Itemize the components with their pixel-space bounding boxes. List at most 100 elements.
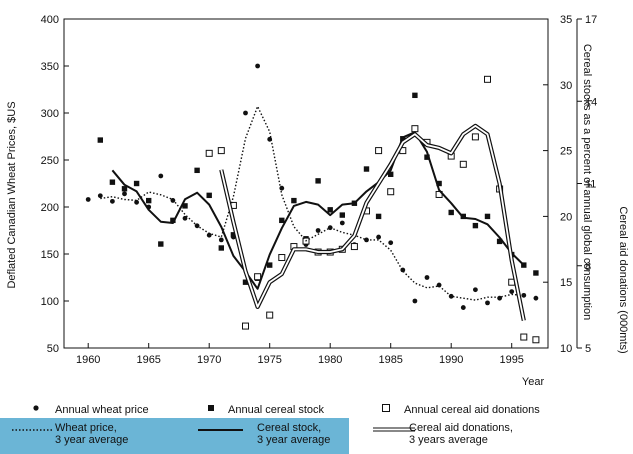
series-1-point-1961 xyxy=(97,137,103,143)
series-0-point-1996 xyxy=(521,292,527,298)
series-2-point-1973 xyxy=(242,322,249,330)
series-2-point-1971 xyxy=(217,147,225,155)
plot-frame xyxy=(63,18,549,349)
series-1-point-1994 xyxy=(496,238,503,245)
series-1-point-1992 xyxy=(472,222,479,229)
series-0-point-1992 xyxy=(473,287,478,293)
x-tick-label-1965: 1965 xyxy=(136,354,160,366)
series-0-point-1990 xyxy=(448,293,454,299)
y-right2-tick-label-5: 5 xyxy=(585,343,591,355)
legend-label-wheat-avg-line2: 3 year average xyxy=(55,434,129,446)
series-2-point-1985 xyxy=(387,188,395,196)
legend-label-aid-avg-line1: Cereal aid donations, xyxy=(409,422,513,434)
series-4-stock-avg-line xyxy=(111,131,525,290)
legend: Annual wheat price Annual cereal stock A… xyxy=(0,396,633,454)
legend-marker-wheat-price xyxy=(33,405,39,411)
y-left-tick-label-250: 250 xyxy=(41,155,59,167)
y-right1-tick-label-35: 35 xyxy=(560,14,572,26)
series-0-point-1995 xyxy=(509,289,515,294)
series-0-point-1988 xyxy=(424,275,430,280)
series-0-point-1963 xyxy=(122,191,127,197)
series-1-point-1984 xyxy=(375,213,382,220)
series-1-point-1976 xyxy=(279,217,285,224)
series-1-point-1968 xyxy=(182,203,188,209)
legend-label-aid-avg-line2: 3 years average xyxy=(409,434,488,446)
series-2-point-1996 xyxy=(520,333,528,341)
series-0-point-1973 xyxy=(243,110,248,116)
y-right1-tick-label-10: 10 xyxy=(560,343,572,355)
series-2-point-1984 xyxy=(375,147,383,155)
series-1-point-1970 xyxy=(206,192,212,199)
series-1-point-1980 xyxy=(327,207,333,213)
series-1-point-1964 xyxy=(133,180,140,187)
series-0-point-1983 xyxy=(364,237,369,243)
y-left-tick-label-150: 150 xyxy=(41,249,59,261)
y-right2-tick-label-11: 11 xyxy=(585,179,596,191)
y-left-tick-label-50: 50 xyxy=(47,343,59,355)
series-1-point-1981 xyxy=(339,212,345,218)
series-0-point-1991 xyxy=(460,305,466,310)
series-1-point-1985 xyxy=(388,171,394,177)
legend-marker-cereal-stock xyxy=(208,405,214,411)
series-1-point-1963 xyxy=(121,186,128,192)
series-0-point-1974 xyxy=(255,63,260,69)
y-axis-right2-title: Cereal aid donations (000mts) xyxy=(617,206,629,353)
series-0-point-1962 xyxy=(110,198,115,204)
y-left-tick-label-200: 200 xyxy=(41,202,59,214)
legend-marker-cereal-aid xyxy=(382,404,390,412)
series-0-point-1971 xyxy=(218,237,224,243)
series-1-point-1962 xyxy=(109,179,116,185)
x-tick-label-1995: 1995 xyxy=(499,354,523,366)
legend-line-aid-avg xyxy=(373,427,415,432)
series-0-point-1985 xyxy=(388,240,394,246)
series-0-point-1975 xyxy=(267,136,273,142)
series-1-point-1969 xyxy=(194,167,200,174)
series-2-point-1974 xyxy=(254,273,262,281)
series-1-point-1990 xyxy=(448,209,454,216)
series-1-point-1997 xyxy=(533,270,539,276)
series-0-point-1970 xyxy=(206,232,212,238)
x-tick-label-1960: 1960 xyxy=(76,354,100,366)
legend-label-stock-avg-line1: Cereal stock, xyxy=(257,422,322,434)
y-right2-tick-label-14: 14 xyxy=(585,96,597,108)
series-0-point-1984 xyxy=(376,234,381,240)
legend-highlight-band xyxy=(0,418,349,454)
series-2-point-1993 xyxy=(484,75,491,83)
legend-line-stock-avg xyxy=(198,429,243,431)
series-1-point-1973 xyxy=(242,279,249,285)
series-3-wheat-avg-line xyxy=(100,104,524,301)
chart-canvas: 1960 1965 1970 1975 1980 1985 1990 1995 50 100 150… xyxy=(6,14,629,388)
series-1-point-1975 xyxy=(267,262,273,268)
series-5-aid-avg-line xyxy=(219,123,526,322)
y-right2-tick-label-8: 8 xyxy=(585,261,591,273)
series-2-point-1992 xyxy=(471,133,479,141)
y-left-tick-label-100: 100 xyxy=(41,296,59,308)
x-tick-label-1990: 1990 xyxy=(439,354,463,366)
series-2-point-1991 xyxy=(459,160,467,168)
y-right2-tick-label-17: 17 xyxy=(585,14,597,26)
legend-label-stock-avg-line2: 3 year average xyxy=(257,434,331,446)
series-0-point-1993 xyxy=(485,300,490,306)
series-1-point-1979 xyxy=(315,178,321,184)
series-2-point-1982 xyxy=(350,243,358,251)
series-1-point-1989 xyxy=(436,180,442,187)
series-1-point-1983 xyxy=(363,166,370,172)
legend-label-cereal-aid: Annual cereal aid donations xyxy=(404,404,540,416)
series-5-aid-avg-outer xyxy=(219,123,526,322)
series-1-point-1977 xyxy=(291,197,297,204)
y-left-tick-label-300: 300 xyxy=(41,108,59,120)
y-right1-tick-label-25: 25 xyxy=(560,146,572,158)
series-1-point-1966 xyxy=(158,241,164,247)
x-tick-label-1980: 1980 xyxy=(318,354,342,366)
series-1-point-1972 xyxy=(230,232,237,238)
series-5-aid-avg-inner xyxy=(220,125,525,321)
x-tick-label-1975: 1975 xyxy=(257,354,281,366)
y-axis-right1-title: Cereal stocks as a percent of annual glo… xyxy=(581,44,593,320)
y-right1-tick-label-15: 15 xyxy=(560,277,572,289)
series-0-point-1966 xyxy=(158,173,164,179)
y-left-tick-label-350: 350 xyxy=(41,61,59,73)
series-0-point-1964 xyxy=(134,199,140,205)
legend-line-wheat-avg xyxy=(12,429,54,431)
x-tick-label-1985: 1985 xyxy=(378,354,402,366)
y-axis-left-title: Deflated Canadian Wheat Prices, $US xyxy=(6,101,18,288)
